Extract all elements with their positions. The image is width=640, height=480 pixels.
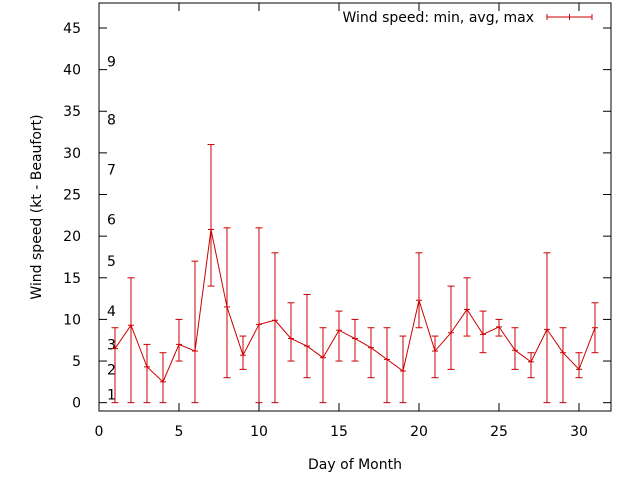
x-tick-label: 15	[330, 424, 348, 440]
y-tick-label: 5	[72, 354, 81, 370]
y-tick-label: 15	[63, 271, 81, 287]
x-axis-label: Day of Month	[308, 457, 402, 473]
y-tick-label: 0	[72, 396, 81, 412]
beaufort-label: 7	[107, 163, 116, 179]
average-line	[112, 228, 598, 383]
y-tick-label: 45	[63, 21, 81, 37]
y-tick-label: 35	[63, 104, 81, 120]
beaufort-label: 8	[107, 113, 116, 129]
y-tick-label: 30	[63, 146, 81, 162]
y-axis-label: Wind speed (kt - Beaufort)	[29, 114, 45, 299]
y-tick-label: 20	[63, 229, 81, 245]
y-tick-label: 25	[63, 188, 81, 204]
x-tick-label: 30	[570, 424, 588, 440]
beaufort-label: 1	[107, 387, 116, 403]
legend-sample	[546, 14, 593, 20]
y-tick-label: 10	[63, 312, 81, 328]
x-tick-label: 20	[410, 424, 428, 440]
legend: Wind speed: min, avg, max	[342, 10, 593, 26]
beaufort-label: 9	[107, 54, 116, 70]
beaufort-label: 4	[107, 304, 116, 320]
beaufort-label: 3	[107, 337, 116, 353]
y-tick-label: 40	[63, 63, 81, 79]
beaufort-label: 6	[107, 212, 116, 228]
plot-frame	[98, 2, 612, 412]
legend-label: Wind speed: min, avg, max	[342, 10, 534, 26]
x-tick-label: 0	[95, 424, 104, 440]
x-tick-label: 25	[490, 424, 508, 440]
x-tick-label: 5	[175, 424, 184, 440]
error-bars	[111, 144, 599, 404]
x-tick-label: 10	[250, 424, 268, 440]
beaufort-label: 2	[107, 362, 116, 378]
beaufort-scale-labels: 1 2 3 4 5 6 7 8 9	[107, 54, 116, 403]
beaufort-label: 5	[107, 254, 116, 270]
